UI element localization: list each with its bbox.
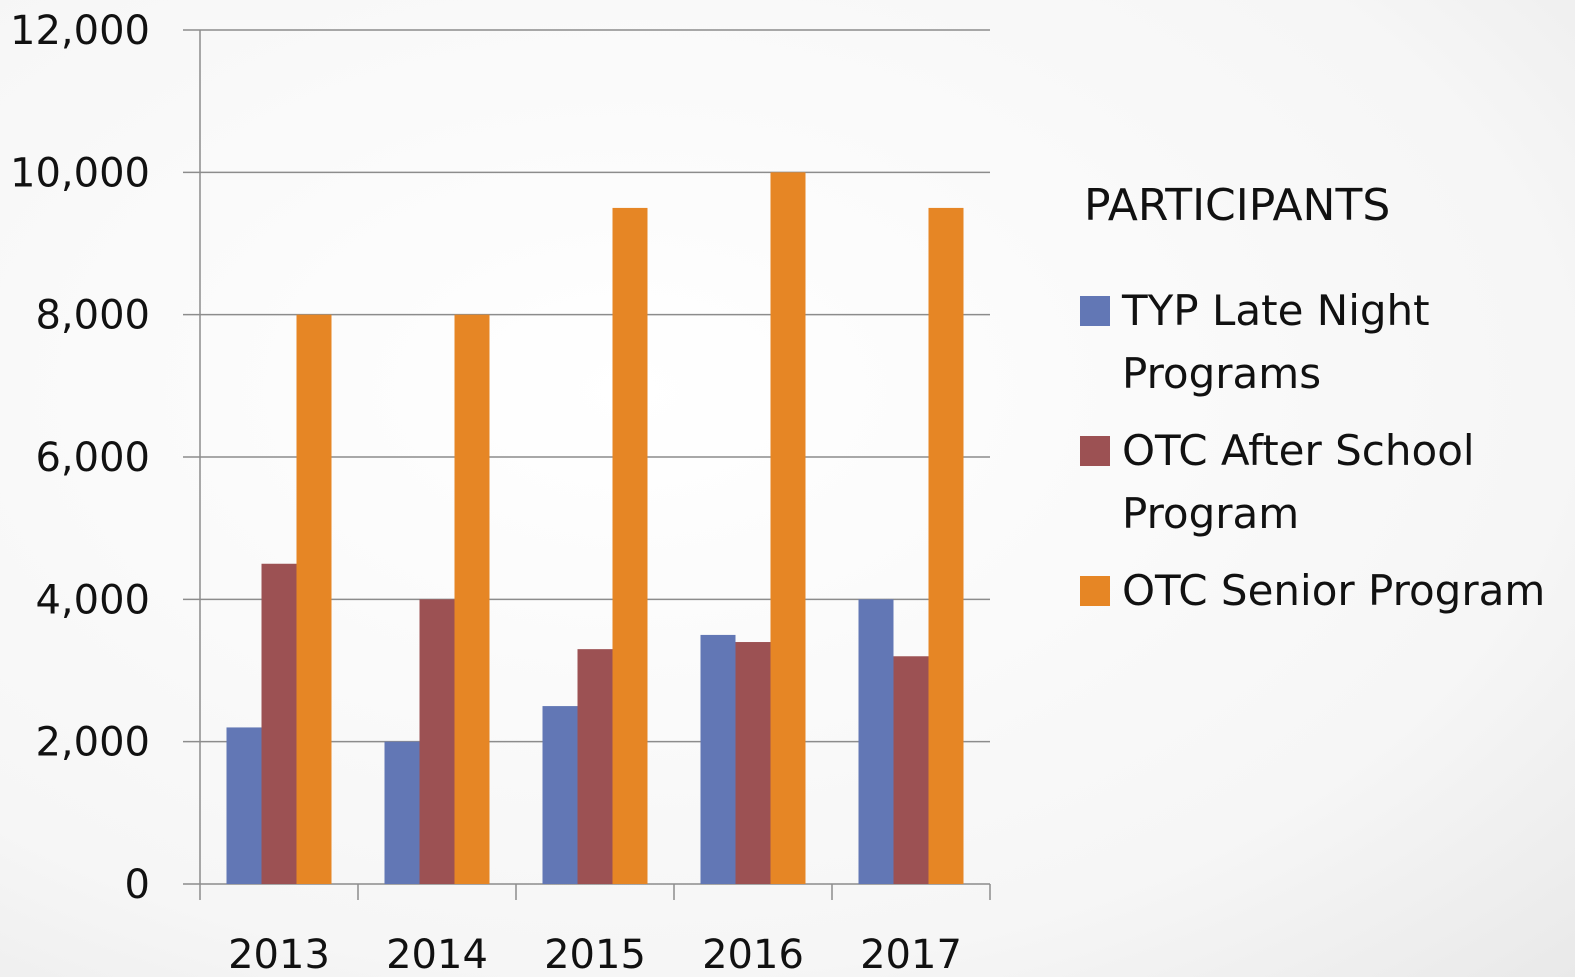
x-tick-label: 2014 — [386, 932, 488, 977]
y-tick-label: 10,000 — [10, 150, 150, 196]
y-tick-label: 0 — [125, 862, 150, 908]
y-tick-label: 2,000 — [35, 720, 150, 766]
bar — [700, 634, 736, 884]
bar — [577, 649, 613, 884]
bar — [261, 563, 297, 884]
legend-item: OTC After School Program — [1080, 419, 1560, 545]
legend-label: OTC Senior Program — [1122, 566, 1546, 615]
bar — [226, 727, 262, 884]
bar — [893, 656, 929, 884]
bar — [770, 172, 806, 885]
x-tick-label: 2015 — [544, 932, 646, 977]
chart: 0 2,000 4,000 6,000 8,000 10,000 12,000 2013 201… — [10, 8, 991, 977]
legend-swatch — [1080, 576, 1110, 606]
bar — [296, 314, 332, 885]
legend-title: PARTICIPANTS — [1084, 180, 1391, 231]
bar — [384, 741, 420, 884]
x-tick-label: 2013 — [228, 932, 330, 977]
x-tick-label: 2016 — [702, 932, 804, 977]
y-tick-label: 4,000 — [35, 577, 150, 623]
bar — [419, 599, 455, 884]
bar — [858, 599, 894, 884]
legend-swatch — [1080, 296, 1110, 326]
bar — [454, 314, 490, 885]
bar — [612, 207, 648, 884]
legend-item: OTC Senior Program — [1080, 559, 1560, 622]
legend-item: TYP Late Night Programs — [1080, 279, 1560, 405]
legend-label: TYP Late Night Programs — [1122, 286, 1430, 398]
y-tick-label: 6,000 — [35, 435, 150, 481]
x-tick-label: 2017 — [860, 932, 962, 977]
bar — [735, 642, 771, 884]
bar — [928, 207, 964, 884]
bar — [542, 706, 578, 884]
legend: PARTICIPANTS TYP Late Night Programs OTC … — [1080, 180, 1560, 636]
y-tick-label: 8,000 — [35, 293, 150, 339]
legend-swatch — [1080, 436, 1110, 466]
legend-label: OTC After School Program — [1122, 426, 1475, 538]
y-tick-label: 12,000 — [10, 8, 150, 54]
